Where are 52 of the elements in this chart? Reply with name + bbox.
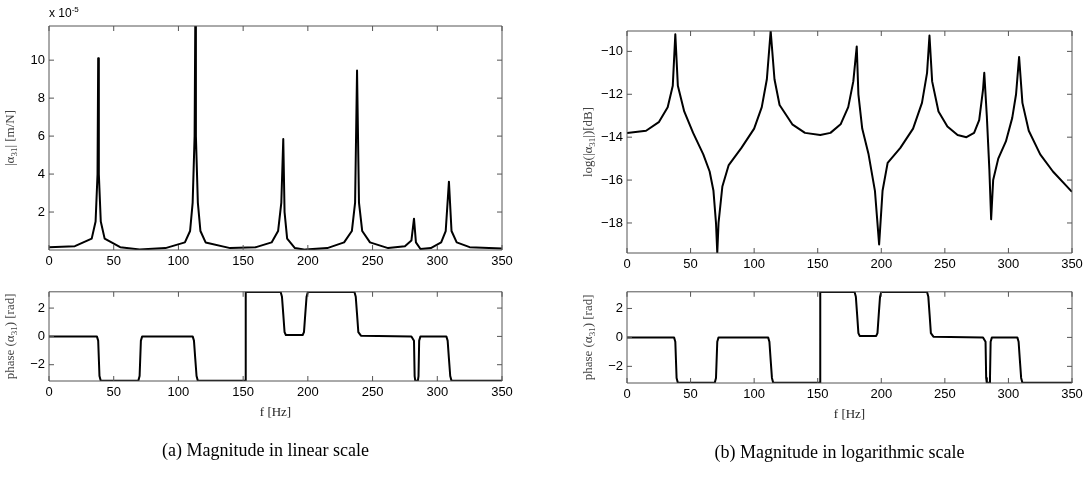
x-tick-label: 200 xyxy=(870,386,893,402)
x-tick-label: 250 xyxy=(934,386,956,402)
x-tick-label: 300 xyxy=(997,256,1020,272)
y-tick-label: 2 xyxy=(37,299,45,315)
y-tick-label: −16 xyxy=(600,171,623,187)
y-tick-label: −2 xyxy=(30,356,45,372)
x-tick-label: 350 xyxy=(491,384,513,400)
y-tick-label: −18 xyxy=(600,214,623,230)
x-tick-label: 150 xyxy=(806,386,829,402)
x-tick-label: 250 xyxy=(361,253,384,269)
x-tick-label: 350 xyxy=(1061,386,1083,402)
x-axis-title: f [Hz] xyxy=(259,404,292,420)
y-axis-title: phase (α31) [rad] xyxy=(2,293,20,380)
x-tick-label: 100 xyxy=(167,253,190,269)
x-tick-label: 200 xyxy=(297,253,319,269)
x-tick-label: 100 xyxy=(743,256,765,272)
x-tick-label: 350 xyxy=(1061,256,1083,272)
y-tick-label: 4 xyxy=(37,165,45,181)
x-tick-label: 300 xyxy=(997,386,1020,402)
x-tick-label: 300 xyxy=(426,253,449,269)
x-tick-label: 50 xyxy=(683,256,698,272)
x-tick-label: 200 xyxy=(297,384,319,400)
x-tick-label: 250 xyxy=(934,256,956,272)
y-axis-title: log(|α31|)[dB] xyxy=(580,106,598,178)
y-tick-label: 6 xyxy=(37,127,45,143)
y-tick-label: 0 xyxy=(37,327,45,343)
y-tick-label: 2 xyxy=(37,203,45,219)
x-tick-label: 100 xyxy=(743,386,765,402)
x-tick-label: 50 xyxy=(106,253,121,269)
x-tick-label: 150 xyxy=(232,253,254,269)
y-tick-label: 2 xyxy=(615,300,623,316)
y-tick-label: −14 xyxy=(600,128,623,144)
x-tick-label: 200 xyxy=(870,256,893,272)
y-axis-title: |α31| [m/N] xyxy=(2,109,20,167)
x-axis-title: f [Hz] xyxy=(833,406,866,422)
x-tick-label: 100 xyxy=(167,384,190,400)
x-tick-label: 300 xyxy=(426,384,449,400)
x-tick-label: 150 xyxy=(806,256,829,272)
y-tick-label: 10 xyxy=(30,51,45,67)
x-tick-label: 50 xyxy=(683,386,698,402)
y-tick-label: 8 xyxy=(37,89,45,105)
y-axis-title: phase (α31) [rad] xyxy=(580,294,598,381)
text: (b) Magnitude in logarithmic scale xyxy=(714,441,965,463)
y-tick-label: −2 xyxy=(608,357,623,373)
y-tick-label: −10 xyxy=(600,42,623,58)
text: (a) Magnitude in linear scale xyxy=(162,439,369,461)
x-tick-label: 50 xyxy=(106,384,121,400)
y-tick-label: 0 xyxy=(615,328,623,344)
x-tick-label: 150 xyxy=(232,384,254,400)
x-tick-label: 250 xyxy=(361,384,384,400)
y-tick-label: −12 xyxy=(600,85,623,101)
x-tick-label: 350 xyxy=(491,253,513,269)
